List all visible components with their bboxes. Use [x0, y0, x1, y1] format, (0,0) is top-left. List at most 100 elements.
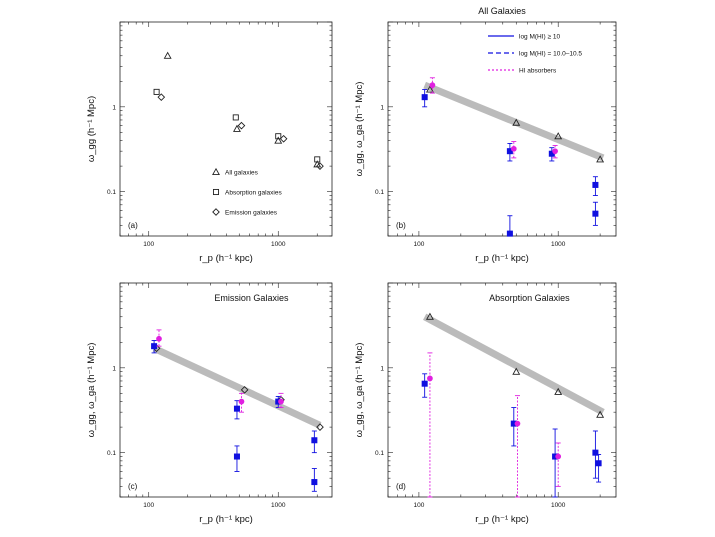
data-point [279, 134, 288, 143]
data-point [506, 230, 513, 237]
y-axis-label: ω_gg, ω_ga (h⁻¹ Mpc) [86, 343, 97, 438]
y-axis-label: ω_gg, ω_ga (h⁻¹ Mpc) [354, 343, 365, 438]
legend-marker [212, 188, 220, 196]
data-point [153, 88, 160, 95]
panel-b: 100 1000 0.1 1 r_p (h⁻¹ kpc) ω_gg, ω_ga (h⁻¹ … [354, 6, 617, 264]
series-log-m-hi-10 [151, 340, 318, 454]
y-tick-label: 1 [380, 365, 384, 372]
data-point [421, 94, 428, 101]
x-tick-label: 1000 [551, 241, 566, 248]
data-point [316, 423, 324, 431]
panel-c: 100 1000 0.1 1 r_p (h⁻¹ kpc) ω_gg, ω_ga (h⁻¹ … [86, 282, 333, 525]
series-log-m-hi-10-0-10-5 [506, 201, 599, 237]
plot-frame [119, 282, 333, 498]
data-point [595, 460, 602, 467]
panel-label: (a) [128, 221, 138, 230]
data-point [427, 375, 433, 382]
fit-band [423, 313, 605, 416]
data-point [237, 121, 246, 130]
legend-marker [212, 167, 220, 176]
legend: All galaxies Absorption galaxies Emission … [212, 167, 282, 217]
fit-band [152, 345, 322, 429]
panel-title: Absorption Galaxies [489, 293, 570, 303]
series-log-m-hi-10-0-10-5 [233, 445, 318, 492]
x-tick-label: 100 [143, 241, 154, 248]
series-absorption-galaxies [425, 312, 605, 418]
series-all-galaxies [163, 51, 322, 168]
series-all-galaxies [425, 85, 605, 163]
data-point [425, 312, 434, 320]
data-point [429, 82, 436, 89]
panel-label: (d) [396, 482, 406, 491]
data-point [592, 181, 599, 188]
data-point [421, 380, 428, 387]
data-point [311, 437, 318, 444]
data-point [233, 453, 240, 460]
data-point [232, 114, 239, 121]
x-axis-label: r_p (h⁻¹ kpc) [199, 514, 253, 525]
y-axis-label: ω_gg, ω_ga (h⁻¹ Mpc) [354, 82, 365, 177]
series-hi-absorbers [156, 329, 284, 413]
data-point [555, 453, 562, 460]
x-axis-label: r_p (h⁻¹ kpc) [475, 514, 529, 525]
data-point [552, 148, 558, 155]
data-point [596, 155, 605, 163]
panel-label: (c) [128, 482, 138, 491]
data-point [238, 398, 245, 405]
data-point [156, 335, 162, 342]
data-point [233, 405, 240, 412]
data-point [274, 136, 283, 144]
data-point [316, 162, 324, 170]
y-axis-label: ω_gg (h⁻¹ Mpc) [86, 96, 97, 162]
plot-frame [387, 21, 617, 237]
panel-a: 100 1000 0.1 1 r_p (h⁻¹ kpc) ω_gg (h⁻¹ Mpc) (a… [86, 21, 333, 264]
data-point [554, 387, 563, 395]
x-tick-label: 1000 [271, 241, 286, 248]
panel-title: Emission Galaxies [214, 293, 289, 303]
x-axis-label: r_p (h⁻¹ kpc) [199, 253, 253, 264]
y-tick-label: 0.1 [375, 450, 384, 457]
series-emission-galaxies [157, 93, 324, 170]
data-point [512, 367, 521, 375]
series-hi-absorbers [427, 352, 562, 498]
x-axis-label: r_p (h⁻¹ kpc) [475, 253, 529, 264]
fit-band [423, 81, 605, 162]
data-point [278, 398, 284, 405]
data-point [240, 386, 249, 394]
legend-entry: HI absorbers [519, 68, 557, 75]
data-point [311, 479, 318, 486]
data-point [163, 51, 172, 59]
plot-frame [119, 21, 333, 237]
x-tick-label: 100 [413, 502, 424, 509]
legend-entry: All galaxies [225, 170, 259, 177]
data-point [233, 124, 241, 132]
y-tick-label: 0.1 [107, 189, 116, 196]
legend-entry: Absorption galaxies [225, 190, 282, 197]
x-tick-label: 100 [413, 241, 424, 248]
data-point [314, 156, 321, 163]
legend-entry: log M(HI) = 10.0–10.5 [519, 51, 582, 58]
data-point [596, 410, 605, 418]
data-point [275, 133, 282, 140]
y-tick-label: 0.1 [107, 450, 116, 457]
series-absorption-galaxies [153, 88, 321, 163]
x-tick-label: 100 [143, 502, 154, 509]
legend-entry: log M(HI) ≥ 10 [519, 34, 561, 41]
data-point [554, 132, 563, 140]
legend: log M(HI) ≥ 10 log M(HI) = 10.0–10.5 HI ab… [488, 34, 582, 75]
series-hi-absorbers [429, 77, 558, 159]
data-point [425, 85, 434, 93]
data-point [514, 420, 521, 427]
y-tick-label: 1 [112, 365, 116, 372]
x-tick-label: 1000 [271, 502, 286, 509]
series-log-m-hi-10-0-10-5 [595, 454, 602, 483]
y-tick-label: 0.1 [375, 189, 384, 196]
data-point [510, 145, 517, 152]
data-point [512, 118, 521, 126]
legend-entry: Emission galaxies [225, 210, 278, 217]
panel-title: All Galaxies [478, 6, 526, 16]
data-point [592, 210, 599, 217]
y-tick-label: 1 [112, 104, 116, 111]
plot-frame [387, 282, 617, 498]
y-tick-label: 1 [380, 104, 384, 111]
